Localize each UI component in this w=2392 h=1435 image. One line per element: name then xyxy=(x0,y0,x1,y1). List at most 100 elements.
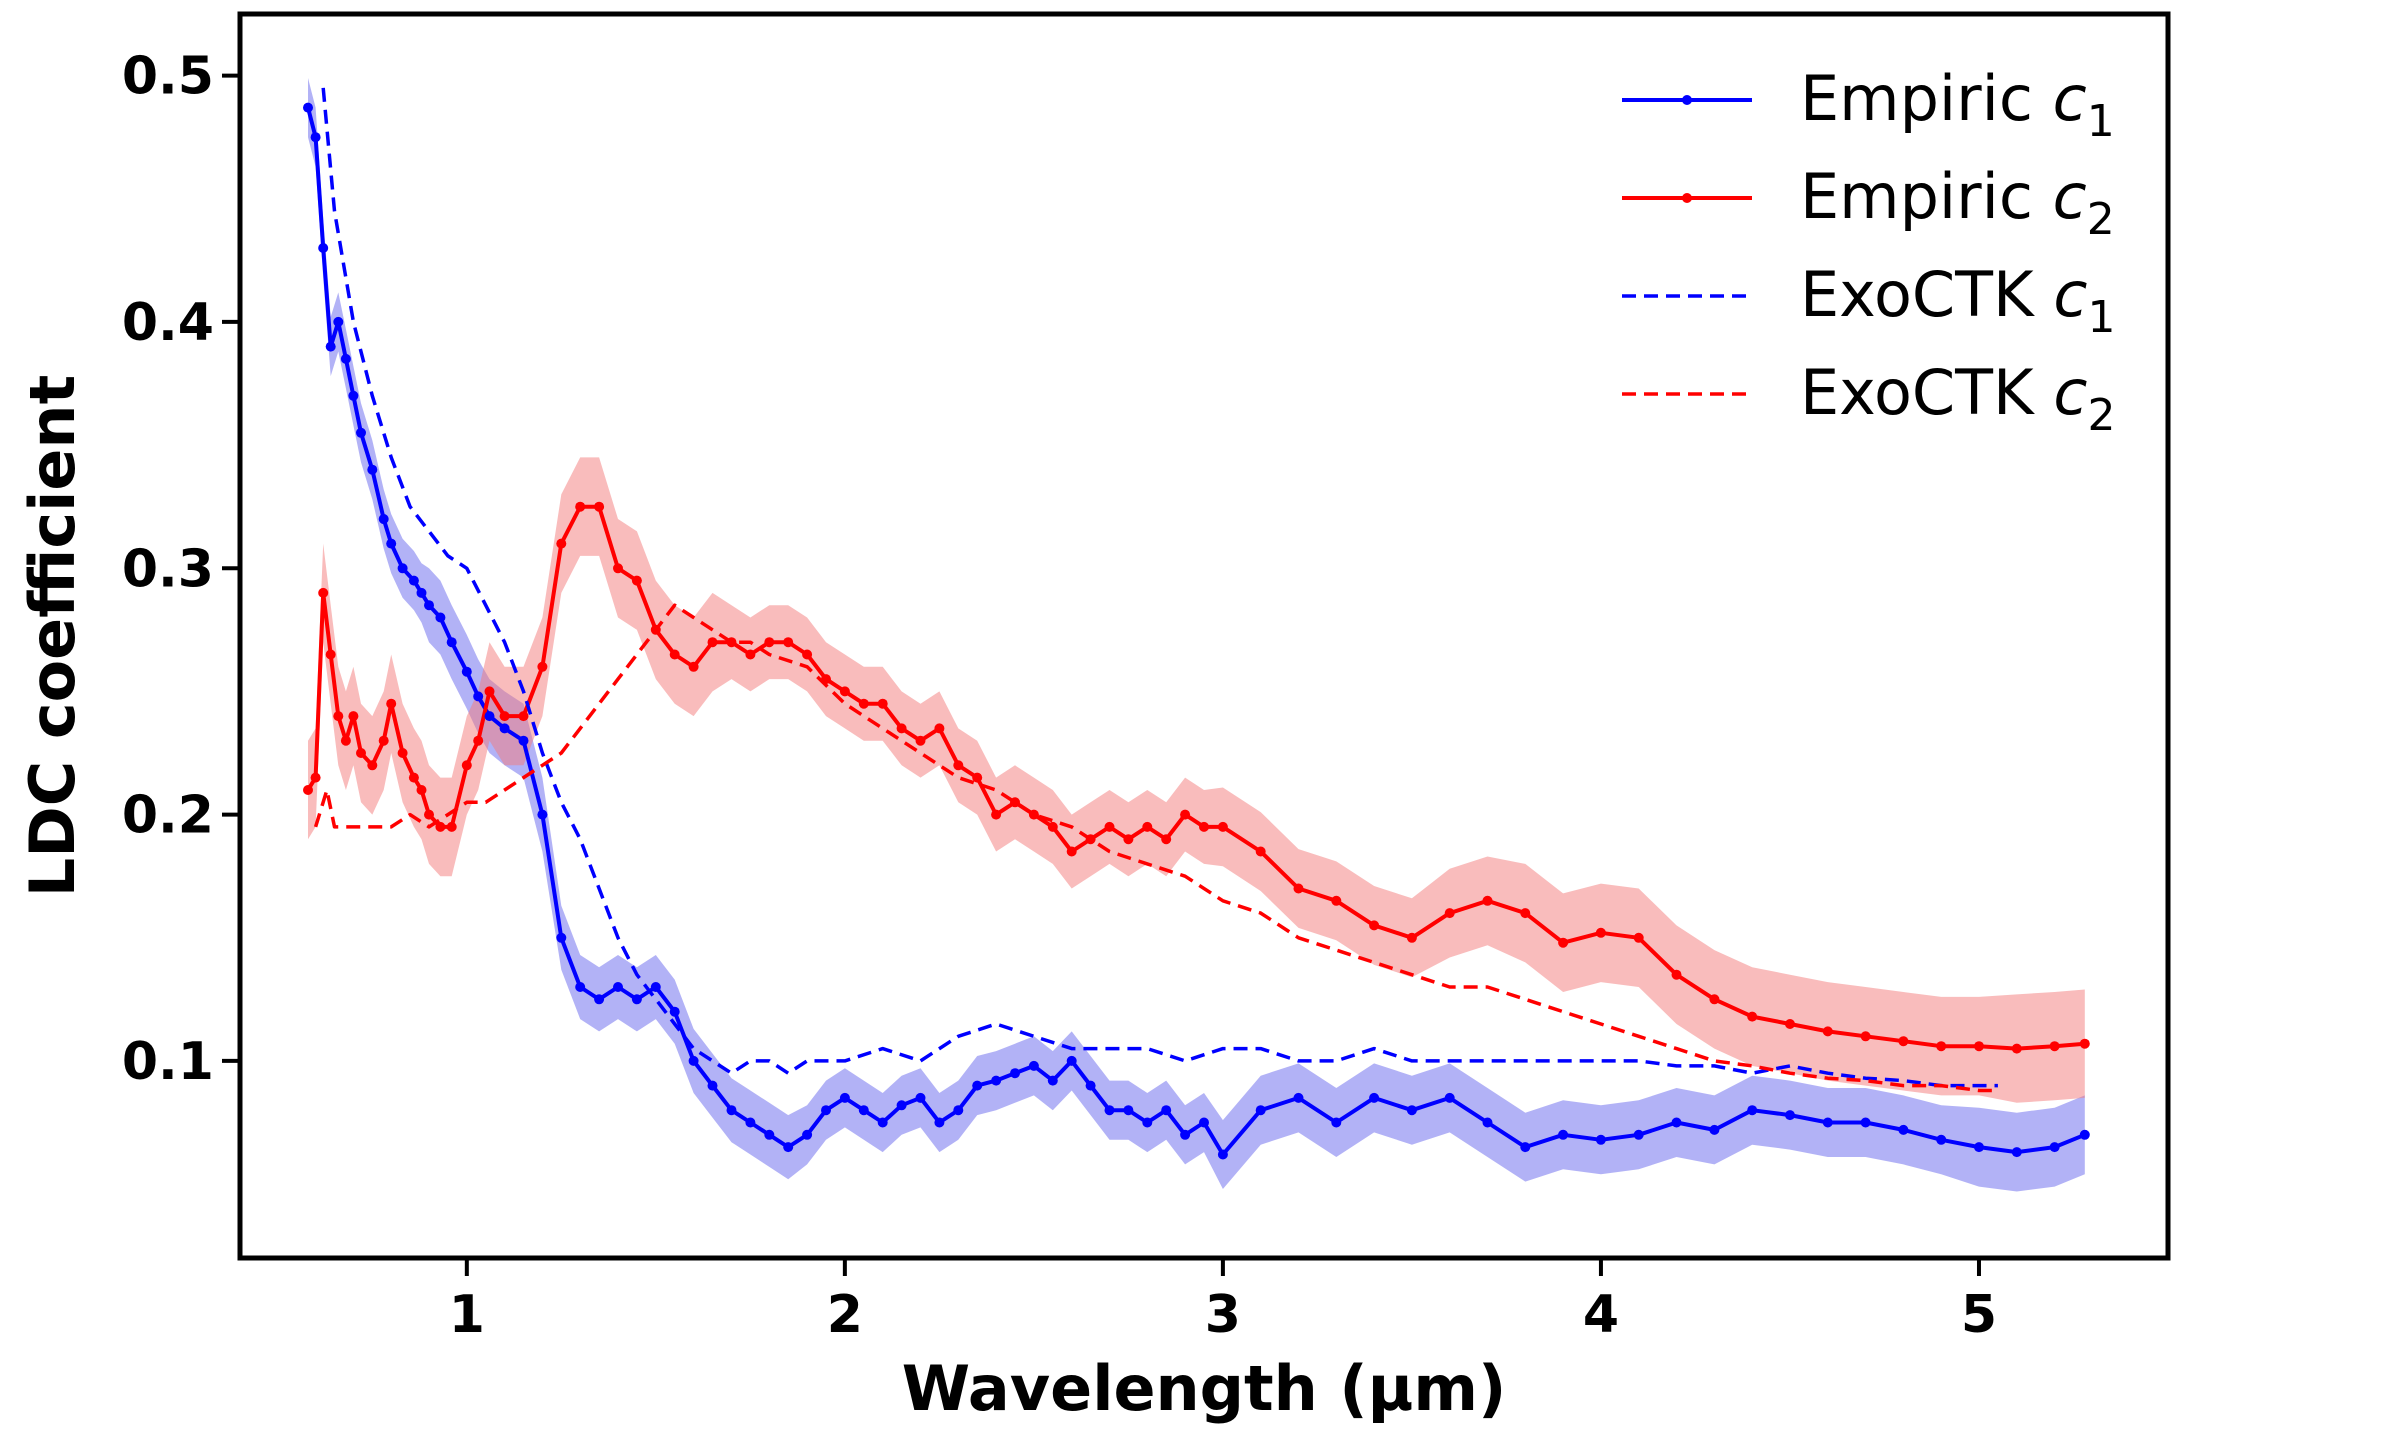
series-1-point xyxy=(669,1006,680,1017)
series-2-point xyxy=(1369,920,1380,931)
series-1-point xyxy=(484,711,495,722)
series-1-point xyxy=(518,735,529,746)
series-2-point xyxy=(424,809,434,820)
series-1-point xyxy=(1199,1117,1209,1128)
series-2-point xyxy=(2049,1041,2060,1052)
series-1-point xyxy=(688,1055,699,1066)
series-2-point xyxy=(669,649,680,660)
series-2-point xyxy=(1936,1041,1947,1052)
series-1-point xyxy=(1085,1080,1096,1091)
series-1-point xyxy=(1709,1124,1720,1135)
series-1-point xyxy=(991,1075,1002,1086)
series-1-point xyxy=(1482,1117,1493,1128)
series-1-point xyxy=(1217,1149,1228,1160)
series-2-point xyxy=(631,575,642,586)
series-2-point xyxy=(1010,797,1020,808)
series-1-point xyxy=(896,1100,907,1111)
series-2-point xyxy=(821,674,831,685)
series-2-point xyxy=(613,563,623,574)
series-markers xyxy=(303,102,2090,1160)
series-2-point xyxy=(556,538,567,549)
series-lines xyxy=(306,87,2086,1157)
series-2-point xyxy=(1860,1031,1871,1042)
series-2-point xyxy=(333,711,344,722)
series-1-point xyxy=(1161,1105,1172,1116)
series-2-point xyxy=(877,698,888,709)
series-2-point xyxy=(1709,994,1720,1005)
series-2-point xyxy=(408,772,419,783)
plot-frame xyxy=(237,11,2171,1261)
series-2-point xyxy=(1558,937,1569,948)
series-2-point xyxy=(416,785,427,795)
series-1-point xyxy=(435,612,446,623)
series-1-point xyxy=(1936,1134,1947,1145)
series-1-point xyxy=(934,1117,945,1128)
series-2-point xyxy=(688,661,699,672)
series-1-point xyxy=(1520,1142,1531,1153)
series-2-point xyxy=(348,711,359,722)
legend-label-subscript: 1 xyxy=(2088,292,2116,343)
series-2-point xyxy=(2011,1043,2022,1054)
series-2-point xyxy=(310,772,321,783)
series-2-point xyxy=(575,501,586,512)
series-1-point xyxy=(340,353,351,364)
series-2-point xyxy=(915,735,926,746)
series-2-point xyxy=(858,698,869,709)
series-2-point xyxy=(435,821,446,832)
series-1-point xyxy=(386,538,397,549)
series-1-point xyxy=(446,637,457,648)
series-1-point xyxy=(556,932,567,943)
series-2-point xyxy=(1633,932,1644,943)
series-2-point xyxy=(1161,834,1172,845)
series-2-band xyxy=(308,457,2085,1103)
series-1-point xyxy=(1747,1105,1758,1116)
series-2-point xyxy=(537,661,548,672)
series-2-point xyxy=(1293,883,1304,894)
legend-label-1: Empiric c1 xyxy=(1800,62,2115,147)
series-2-point xyxy=(1180,809,1191,820)
series-1-point xyxy=(594,994,605,1005)
x-tick-label: 2 xyxy=(827,1285,863,1345)
series-2-point xyxy=(991,809,1002,820)
series-1-point xyxy=(783,1142,794,1153)
y-tick-label: 0.4 xyxy=(122,293,214,353)
x-axis-ticks: 1 2 3 4 5 xyxy=(449,1258,1997,1345)
series-2-line xyxy=(306,504,2085,1051)
series-1-point xyxy=(650,982,661,992)
series-1-point xyxy=(839,1092,850,1103)
series-1-point xyxy=(378,514,389,524)
legend-label-main: ExoCTK xyxy=(1800,356,2053,429)
series-1-point xyxy=(397,563,408,574)
legend-label-subscript: 1 xyxy=(2087,96,2115,147)
series-1-point xyxy=(972,1080,983,1091)
series-1-point xyxy=(1860,1117,1871,1128)
x-tick-label: 5 xyxy=(1961,1285,1997,1345)
series-1-point xyxy=(1010,1068,1020,1079)
series-2-point xyxy=(1331,895,1342,906)
legend-label-main: Empiric xyxy=(1800,62,2053,135)
series-1-point xyxy=(575,982,586,992)
series-1-point xyxy=(1293,1092,1304,1103)
legend-label-4: ExoCTK c2 xyxy=(1800,356,2116,441)
series-2-point xyxy=(1671,969,1682,980)
series-2-point xyxy=(2079,1038,2090,1049)
series-1-point xyxy=(877,1117,888,1128)
series-1-point xyxy=(953,1105,964,1116)
series-1-point xyxy=(303,102,313,113)
series-2-point xyxy=(518,711,529,722)
legend-label-symbol: c xyxy=(2053,62,2087,135)
series-1-point xyxy=(764,1129,775,1140)
series-1-point xyxy=(356,427,366,438)
series-1-point xyxy=(318,243,329,253)
y-tick-label: 0.5 xyxy=(122,47,214,107)
series-2-point xyxy=(1898,1036,1909,1047)
series-1-point xyxy=(1671,1117,1682,1128)
legend-marker-2 xyxy=(1682,193,1692,203)
series-2-point xyxy=(1142,821,1153,832)
series-1-point xyxy=(707,1080,718,1091)
legend-label-subscript: 2 xyxy=(2087,194,2115,245)
series-1-point xyxy=(858,1105,869,1116)
series-1-point xyxy=(2011,1147,2022,1158)
y-axis-ticks: 0.1 0.2 0.3 0.4 0.5 xyxy=(122,47,240,1092)
